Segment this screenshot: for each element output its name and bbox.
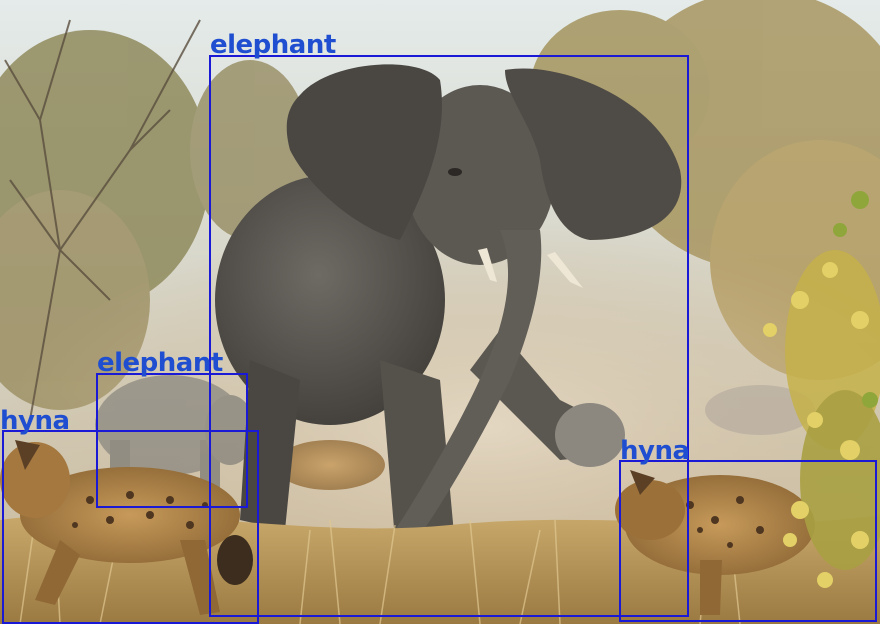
foreground-bush — [763, 191, 880, 588]
left-hyena — [0, 440, 253, 615]
detection-box-hyena-left — [2, 430, 259, 624]
right-hyena — [615, 470, 815, 615]
main-elephant — [215, 64, 682, 545]
detection-label-hyena-right: hyna — [620, 436, 690, 466]
detection-label-elephant-main: elephant — [210, 30, 336, 60]
detection-label-elephant-background: elephant — [97, 348, 223, 378]
detection-box-elephant-background — [96, 373, 248, 508]
detection-label-hyena-left: hyna — [0, 406, 70, 436]
detection-box-elephant-main — [209, 55, 689, 617]
detection-box-hyena-right — [619, 460, 877, 622]
